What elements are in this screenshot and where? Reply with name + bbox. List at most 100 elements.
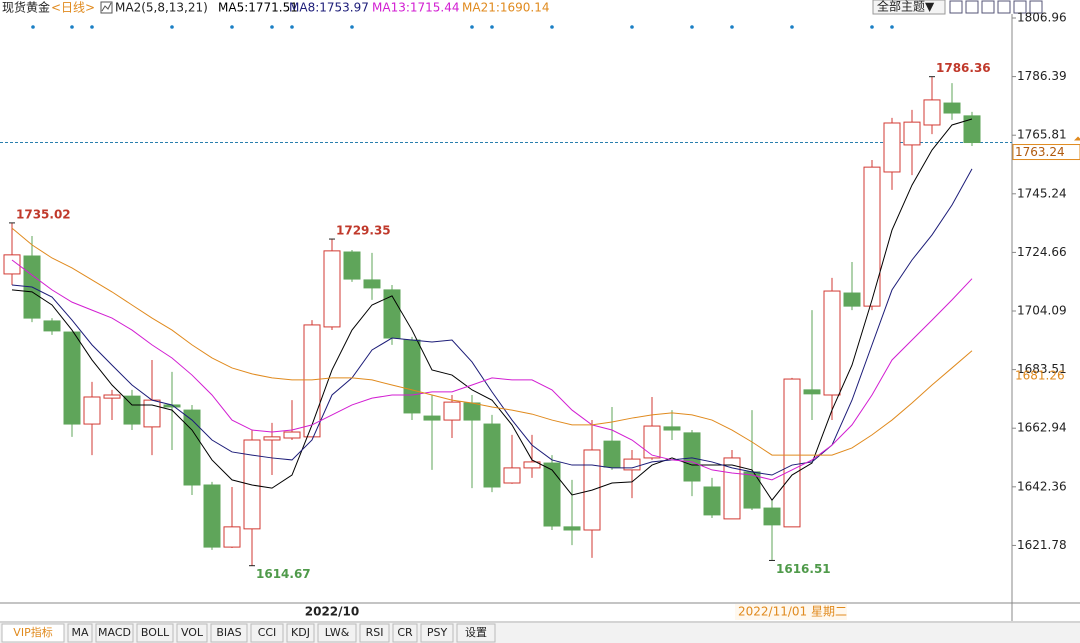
tab-button[interactable] [317, 623, 357, 643]
event-dot [230, 25, 234, 29]
high-label: 1735.02 [16, 207, 71, 221]
candle-body [243, 439, 261, 530]
tab[interactable]: VOL [176, 623, 208, 643]
tab-button[interactable] [250, 623, 284, 643]
ma-line [11, 118, 973, 501]
zoom-icon[interactable] [1029, 0, 1043, 14]
tab-button[interactable] [210, 623, 248, 643]
instrument: 现货黄金 [2, 0, 50, 15]
tab-label[interactable]: MACD [98, 626, 131, 639]
tab-button[interactable] [286, 623, 315, 643]
candle-body [423, 415, 441, 421]
tab-label[interactable]: BOLL [141, 626, 170, 639]
y-tick-label: 1786.39 [1017, 69, 1067, 83]
tab-button[interactable] [420, 623, 454, 643]
zoom-icon[interactable] [949, 0, 963, 14]
theme-label[interactable]: 全部主题▼ [877, 0, 935, 14]
candle-body [383, 289, 401, 339]
tab-label[interactable]: MA [71, 626, 88, 639]
candle-body [483, 423, 501, 488]
period[interactable]: <日线> [51, 1, 95, 15]
tab-button[interactable] [456, 623, 496, 643]
tab-button[interactable] [67, 623, 93, 643]
tab-label[interactable]: 设置 [465, 626, 487, 639]
tab-label[interactable]: LW& [325, 626, 350, 639]
candle-body [83, 396, 101, 425]
event-dot [350, 25, 354, 29]
event-dot [170, 25, 174, 29]
tab[interactable]: MA [67, 623, 93, 643]
event-dot [70, 25, 74, 29]
event-dot [630, 25, 634, 29]
zoom-icon[interactable] [1013, 0, 1027, 14]
candle-body [283, 431, 301, 439]
tab-button[interactable] [1, 623, 65, 643]
indicator-icon-line [101, 2, 112, 12]
tab[interactable]: CCI [250, 623, 284, 643]
tab-label[interactable]: CR [397, 626, 413, 639]
candle-body [923, 99, 941, 126]
last-price-label: 1763.24 [1015, 145, 1065, 159]
theme-button[interactable] [872, 0, 946, 15]
candle-body [3, 254, 21, 275]
candle-body [363, 279, 381, 289]
candle-body [503, 467, 521, 484]
indicator[interactable]: MA2(5,8,13,21) [115, 1, 208, 15]
tab-label[interactable]: VOL [181, 626, 204, 639]
tab[interactable]: KDJ [286, 623, 315, 643]
y-tick-label: 1621.78 [1017, 538, 1067, 552]
candle-body [863, 166, 881, 307]
event-dot [890, 25, 894, 29]
tab[interactable]: RSI [359, 623, 390, 643]
toolbar-icons [949, 0, 1043, 14]
tab[interactable]: CR [392, 623, 418, 643]
candle-body [623, 458, 641, 471]
x-tick-label: 2022/11/01 星期二 [738, 605, 847, 619]
tab-button[interactable] [176, 623, 208, 643]
candle-body [443, 401, 461, 421]
candle-body [343, 251, 361, 280]
candle-body [223, 526, 241, 548]
candle-body [683, 432, 701, 482]
tab[interactable]: BIAS [210, 623, 248, 643]
tab-button[interactable] [359, 623, 390, 643]
candle-body [783, 378, 801, 528]
candle-body [183, 409, 201, 486]
tab-label[interactable]: VIP指标 [13, 625, 52, 639]
tab-button[interactable] [392, 623, 418, 643]
low-label: 1616.51 [776, 562, 831, 576]
candle-body [643, 425, 661, 459]
indicator-icon[interactable] [100, 1, 113, 14]
candle-body [703, 486, 721, 516]
tab-label[interactable]: RSI [366, 626, 384, 639]
tab-label[interactable]: BIAS [216, 626, 241, 639]
tab-label[interactable]: CCI [258, 626, 277, 639]
candle-body [63, 331, 81, 425]
candle-body [743, 471, 761, 509]
event-dot [270, 25, 274, 29]
zoom-icon[interactable] [981, 0, 995, 14]
candle-body [563, 526, 581, 531]
tab-button[interactable] [136, 623, 174, 643]
tab[interactable]: PSY [420, 623, 454, 643]
tab[interactable]: MACD [95, 623, 134, 643]
candle-body [143, 399, 161, 428]
candle-body [763, 507, 781, 526]
event-dot [470, 25, 474, 29]
tab[interactable]: BOLL [136, 623, 174, 643]
last-price-box [1012, 144, 1080, 161]
tab-label[interactable]: KDJ [291, 626, 310, 639]
legend-entry: MA21:1690.14 [462, 1, 550, 15]
tab[interactable]: LW& [317, 623, 357, 643]
tab[interactable]: VIP指标 [1, 623, 65, 643]
tab-button[interactable] [95, 623, 134, 643]
ma-line [11, 259, 973, 481]
low-label: 1614.67 [256, 567, 311, 581]
tab-label[interactable]: PSY [427, 626, 448, 639]
tab[interactable]: 设置 [456, 623, 496, 643]
zoom-icon[interactable] [965, 0, 979, 14]
candle-body [843, 292, 861, 307]
zoom-icon[interactable] [997, 0, 1011, 14]
event-dot [870, 25, 874, 29]
candle-body [303, 324, 321, 438]
